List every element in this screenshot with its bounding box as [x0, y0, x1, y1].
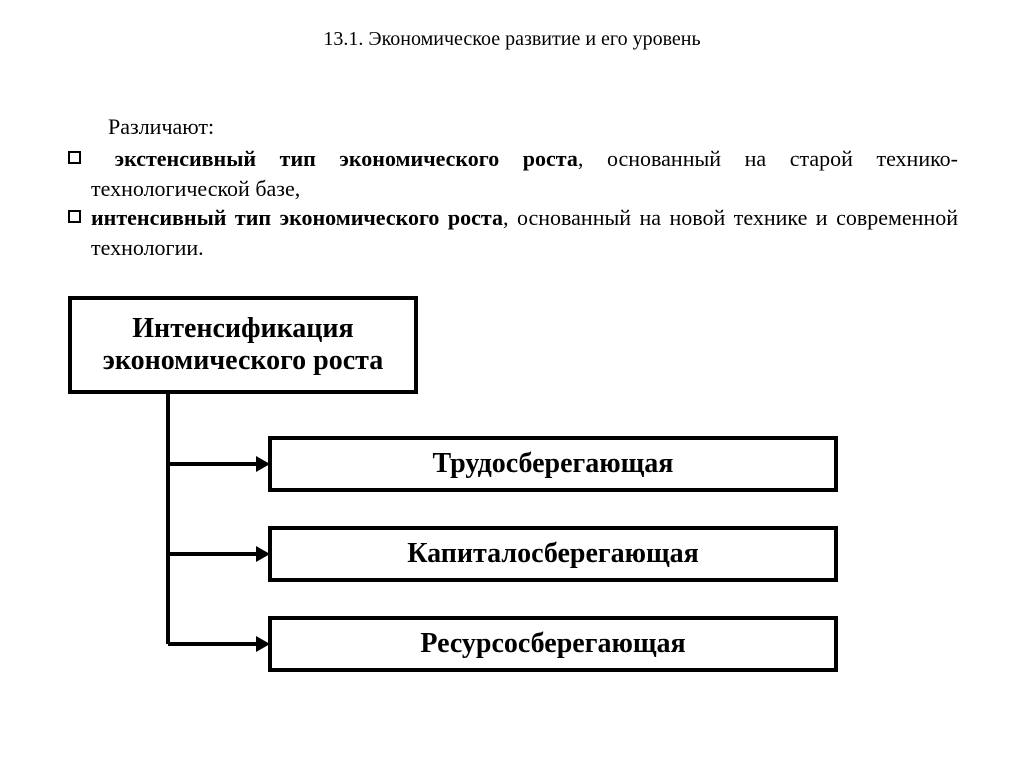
bullet-text: экстенсивный тип экономического роста, о…: [91, 144, 958, 203]
flowchart: Интенсификацияэкономического роста Трудос…: [68, 296, 958, 726]
square-bullet-icon: [68, 210, 81, 223]
bullet-text: интенсивный тип экономического роста, ос…: [91, 203, 958, 262]
connector-branch: [168, 462, 260, 466]
bullet-item: экстенсивный тип экономического роста, о…: [68, 144, 958, 203]
child-node: Ресурсосберегающая: [268, 616, 838, 672]
arrow-right-icon: [256, 546, 270, 562]
connector-trunk: [166, 394, 170, 644]
connector-branch: [168, 552, 260, 556]
intro-text: Различают:: [68, 112, 958, 142]
bullet-list: экстенсивный тип экономического роста, о…: [68, 144, 958, 263]
root-node: Интенсификацияэкономического роста: [68, 296, 418, 394]
child-node: Трудосберегающая: [268, 436, 838, 492]
page: { "title": "13.1. Экономическое развитие…: [0, 0, 1024, 768]
child-node-label: Капиталосберегающая: [407, 538, 699, 570]
bullet-item: интенсивный тип экономического роста, ос…: [68, 203, 958, 262]
child-node-label: Трудосберегающая: [433, 448, 674, 480]
root-node-label: Интенсификацияэкономического роста: [103, 313, 384, 377]
connector-branch: [168, 642, 260, 646]
arrow-right-icon: [256, 456, 270, 472]
square-bullet-icon: [68, 151, 81, 164]
page-title: 13.1. Экономическое развитие и его урове…: [0, 28, 1024, 51]
child-node: Капиталосберегающая: [268, 526, 838, 582]
arrow-right-icon: [256, 636, 270, 652]
child-node-label: Ресурсосберегающая: [420, 628, 685, 660]
